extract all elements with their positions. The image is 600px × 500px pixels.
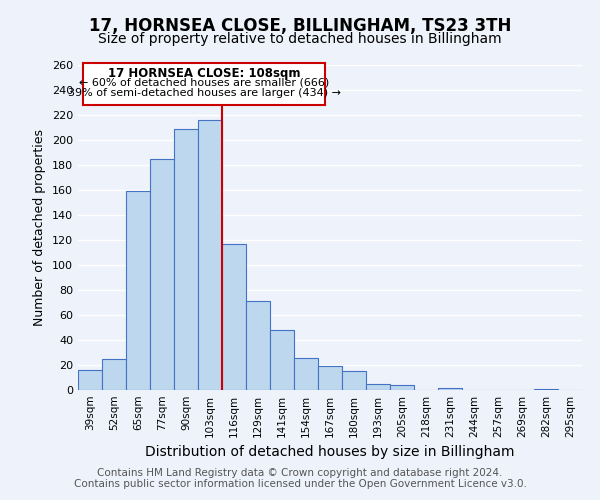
Bar [126, 191, 150, 390]
Bar [222, 244, 246, 390]
Text: Contains public sector information licensed under the Open Government Licence v3: Contains public sector information licen… [74, 479, 526, 489]
Bar [366, 384, 390, 390]
Text: ← 60% of detached houses are smaller (666): ← 60% of detached houses are smaller (66… [79, 78, 329, 88]
Bar [78, 370, 102, 390]
Bar [294, 358, 318, 390]
FancyBboxPatch shape [83, 62, 325, 105]
Text: Size of property relative to detached houses in Billingham: Size of property relative to detached ho… [98, 32, 502, 46]
Bar [534, 389, 558, 390]
Bar [390, 385, 414, 390]
Text: 17, HORNSEA CLOSE, BILLINGHAM, TS23 3TH: 17, HORNSEA CLOSE, BILLINGHAM, TS23 3TH [89, 18, 511, 36]
Text: 39% of semi-detached houses are larger (434) →: 39% of semi-detached houses are larger (… [67, 88, 341, 98]
Bar [198, 120, 222, 390]
Bar [102, 359, 126, 390]
Bar [246, 301, 270, 390]
Bar [438, 388, 462, 390]
Bar [174, 128, 198, 390]
Text: Contains HM Land Registry data © Crown copyright and database right 2024.: Contains HM Land Registry data © Crown c… [97, 468, 503, 477]
Bar [342, 371, 366, 390]
Bar [150, 159, 174, 390]
Y-axis label: Number of detached properties: Number of detached properties [34, 129, 46, 326]
Bar [318, 366, 342, 390]
Bar [270, 330, 294, 390]
Text: 17 HORNSEA CLOSE: 108sqm: 17 HORNSEA CLOSE: 108sqm [108, 68, 300, 80]
X-axis label: Distribution of detached houses by size in Billingham: Distribution of detached houses by size … [145, 446, 515, 460]
